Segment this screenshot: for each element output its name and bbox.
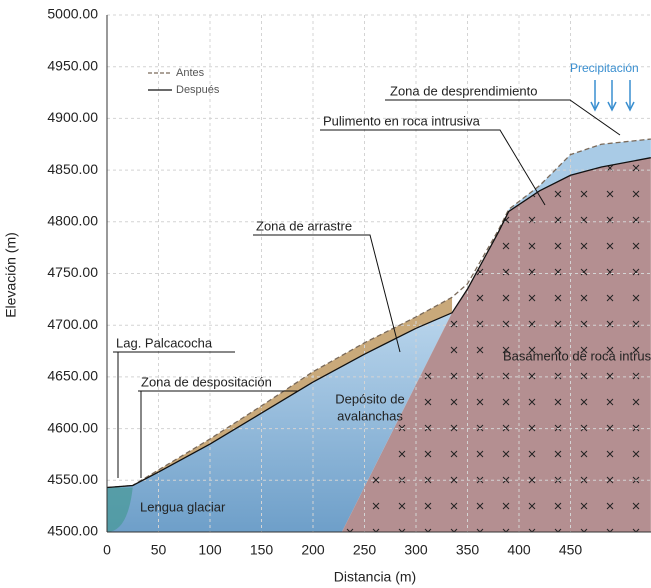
y-tick-label: 4900.00 (47, 109, 98, 125)
x-tick-label: 300 (404, 542, 428, 558)
annotation: Zona de despositación (141, 374, 272, 389)
legend-label: Antes (176, 67, 205, 79)
x-tick-label: 50 (151, 542, 167, 558)
y-tick-label: 4800.00 (47, 213, 98, 229)
y-tick-label: 4600.00 (47, 419, 98, 435)
y-tick-label: 4500.00 (47, 523, 98, 539)
x-tick-label: 400 (507, 542, 531, 558)
x-tick-label: 0 (103, 542, 111, 558)
x-tick-label: 100 (198, 542, 222, 558)
legend-label: Después (176, 84, 220, 96)
y-axis-label: Elevación (m) (3, 232, 19, 318)
annotation: Lengua glaciar (140, 499, 226, 514)
y-tick-label: 4850.00 (47, 161, 98, 177)
annotation: avalanchas (337, 408, 403, 423)
y-tick-label: 4950.00 (47, 57, 98, 73)
y-tick-label: 4650.00 (47, 368, 98, 384)
annotation: Lag. Palcacocha (116, 335, 213, 350)
annotation: Precipitación (570, 61, 639, 75)
chart: Precipitación Zona de desprendimiento Pu… (0, 0, 651, 588)
y-tick-label: 4550.00 (47, 471, 98, 487)
x-tick-label: 150 (250, 542, 274, 558)
x-tick-label: 350 (456, 542, 480, 558)
annotation: Zona de arrastre (256, 218, 352, 233)
x-tick-label: 450 (559, 542, 583, 558)
y-tick-label: 5000.00 (47, 6, 98, 22)
annotation: Zona de desprendimiento (390, 83, 537, 98)
y-tick-label: 4700.00 (47, 316, 98, 332)
annotation: Pulimento en roca intrusiva (323, 113, 481, 128)
annotation: Basamento de roca intrusiva (503, 348, 651, 363)
y-tick-label: 4750.00 (47, 264, 98, 280)
annotation: Depósito de (335, 391, 404, 406)
x-tick-label: 250 (353, 542, 377, 558)
x-tick-label: 200 (301, 542, 325, 558)
x-axis-label: Distancia (m) (334, 569, 416, 585)
